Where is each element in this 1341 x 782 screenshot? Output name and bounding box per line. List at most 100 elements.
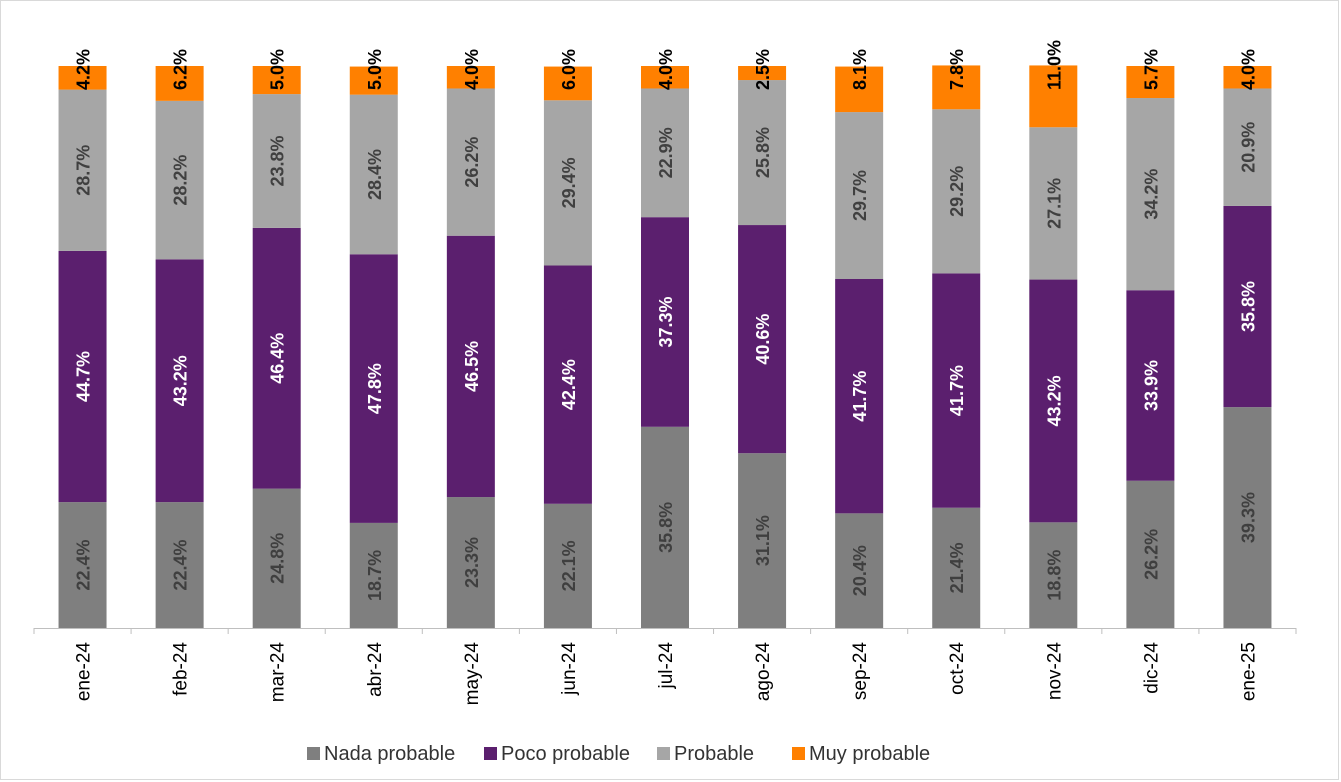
- data-label-poco-probable-ago-24: 40.6%: [753, 314, 773, 365]
- data-label-nada-probable-may-24: 23.3%: [462, 537, 482, 588]
- data-label-probable-oct-24: 29.2%: [947, 166, 967, 217]
- bar-segment-muy-probable-dic-24: [1126, 66, 1175, 99]
- data-label-probable-feb-24: 28.2%: [171, 155, 191, 206]
- data-label-nada-probable-oct-24: 21.4%: [947, 542, 967, 593]
- bar-segment-nada-probable-sep-24: [835, 513, 884, 628]
- bar-segment-muy-probable-oct-24: [932, 65, 981, 110]
- x-tick-label-ene-25: ene-25: [1238, 642, 1259, 701]
- data-label-muy-probable-dic-24: 5.7%: [1141, 49, 1161, 90]
- bar-segment-probable-feb-24: [155, 100, 204, 260]
- bar-segment-muy-probable-sep-24: [835, 66, 884, 113]
- data-label-muy-probable-ene-24: 4.2%: [74, 49, 94, 90]
- x-tick-label-feb-24: feb-24: [171, 642, 192, 696]
- data-label-poco-probable-oct-24: 41.7%: [947, 365, 967, 416]
- data-label-poco-probable-feb-24: 43.2%: [171, 355, 191, 406]
- bars-layer: 22.4% 44.7% 28.7% 4.2% 22.4% 43.2% 28.2% 6.2% 24…: [58, 40, 1272, 628]
- bar-segment-poco-probable-ene-24: [58, 250, 107, 503]
- bar-segment-poco-probable-dic-24: [1126, 290, 1175, 481]
- data-label-nada-probable-abr-24: 18.7%: [365, 550, 385, 601]
- data-label-nada-probable-mar-24: 24.8%: [268, 533, 288, 584]
- bar-segment-poco-probable-jul-24: [641, 217, 689, 427]
- bar-segment-probable-jun-24: [543, 100, 592, 266]
- bar-segment-nada-probable-ene-25: [1223, 407, 1272, 628]
- data-label-poco-probable-ene-24: 44.7%: [74, 351, 94, 402]
- bar-segment-nada-probable-mar-24: [252, 488, 301, 628]
- bar-segment-muy-probable-abr-24: [349, 66, 398, 95]
- bar-segment-nada-probable-jul-24: [641, 426, 689, 628]
- bar-segment-nada-probable-may-24: [446, 497, 495, 628]
- bar-segment-poco-probable-oct-24: [932, 273, 981, 508]
- bar-segment-probable-ene-25: [1223, 88, 1272, 206]
- data-label-muy-probable-feb-24: 6.2%: [171, 49, 191, 90]
- data-label-nada-probable-sep-24: 20.4%: [850, 545, 870, 596]
- bar-segment-muy-probable-nov-24: [1029, 65, 1078, 128]
- data-label-poco-probable-jul-24: 37.3%: [656, 296, 676, 347]
- data-label-muy-probable-sep-24: 8.1%: [850, 49, 870, 90]
- bar-segment-muy-probable-ene-24: [58, 66, 107, 90]
- bar-segment-nada-probable-feb-24: [155, 502, 204, 628]
- data-label-probable-ago-24: 25.8%: [753, 127, 773, 178]
- data-label-muy-probable-nov-24: 11.0%: [1044, 40, 1064, 90]
- data-label-nada-probable-jul-24: 35.8%: [656, 502, 676, 553]
- x-tick-label-dic-24: dic-24: [1141, 642, 1162, 694]
- data-label-poco-probable-may-24: 46.5%: [462, 341, 482, 392]
- legend-swatch-probable: [657, 747, 670, 760]
- data-label-poco-probable-abr-24: 47.8%: [365, 363, 385, 414]
- x-tick-label-jun-24: jun-24: [559, 642, 580, 696]
- data-label-muy-probable-jun-24: 6.0%: [559, 49, 579, 90]
- data-label-nada-probable-jun-24: 22.1%: [559, 540, 579, 591]
- x-tick-label-ene-24: ene-24: [74, 642, 95, 702]
- data-label-poco-probable-ene-25: 35.8%: [1238, 281, 1258, 332]
- data-label-muy-probable-ene-25: 4.0%: [1238, 49, 1258, 90]
- data-label-muy-probable-oct-24: 7.8%: [947, 49, 967, 90]
- x-axis: ene-24 feb-24 mar-24 abr-24 may-24 jun-24 jul-…: [33, 628, 1297, 706]
- data-label-nada-probable-ago-24: 31.1%: [753, 515, 773, 566]
- bar-segment-nada-probable-ago-24: [738, 453, 787, 628]
- bar-segment-poco-probable-ene-25: [1223, 205, 1272, 408]
- bar-segment-muy-probable-jun-24: [543, 66, 592, 101]
- data-label-poco-probable-dic-24: 33.9%: [1141, 360, 1161, 411]
- bar-segment-nada-probable-nov-24: [1029, 522, 1078, 628]
- bar-segment-probable-ago-24: [738, 80, 787, 226]
- bar-segment-muy-probable-jul-24: [641, 66, 689, 89]
- legend-swatch-poco-probable: [484, 747, 497, 760]
- bar-segment-muy-probable-mar-24: [252, 66, 301, 95]
- x-tick-label-nov-24: nov-24: [1044, 642, 1065, 701]
- bar-segment-muy-probable-ene-25: [1223, 66, 1272, 89]
- legend-swatch-muy-probable: [792, 747, 805, 760]
- data-label-poco-probable-mar-24: 46.4%: [268, 333, 288, 384]
- bar-segment-poco-probable-sep-24: [835, 278, 884, 514]
- bar-segment-muy-probable-feb-24: [155, 66, 204, 101]
- x-tick-label-abr-24: abr-24: [365, 642, 386, 697]
- data-label-probable-dic-24: 34.2%: [1141, 169, 1161, 220]
- legend-label-poco-probable: Poco probable: [501, 743, 630, 765]
- legend-label-nada-probable: Nada probable: [324, 743, 455, 765]
- data-label-probable-sep-24: 29.7%: [850, 170, 870, 221]
- bar-segment-nada-probable-jun-24: [543, 503, 592, 628]
- data-label-probable-jul-24: 22.9%: [656, 127, 676, 178]
- bar-segment-probable-dic-24: [1126, 98, 1175, 291]
- bar-segment-poco-probable-mar-24: [252, 227, 301, 489]
- legend-label-muy-probable: Muy probable: [809, 743, 930, 765]
- x-tick-label-may-24: may-24: [462, 642, 483, 706]
- bar-segment-poco-probable-ago-24: [738, 225, 787, 454]
- legend-swatch-nada-probable: [307, 747, 320, 760]
- bar-segment-muy-probable-may-24: [446, 66, 495, 89]
- bar-segment-probable-ene-24: [58, 89, 107, 251]
- data-label-nada-probable-ene-24: 22.4%: [74, 540, 94, 591]
- data-label-probable-mar-24: 23.8%: [268, 135, 288, 186]
- bar-segment-poco-probable-nov-24: [1029, 279, 1078, 523]
- data-label-muy-probable-jul-24: 4.0%: [656, 49, 676, 90]
- data-label-muy-probable-mar-24: 5.0%: [268, 49, 288, 90]
- bar-segment-poco-probable-feb-24: [155, 259, 204, 503]
- data-label-muy-probable-may-24: 4.0%: [462, 49, 482, 90]
- data-label-probable-abr-24: 28.4%: [365, 149, 385, 200]
- bar-segment-nada-probable-ene-24: [58, 502, 107, 628]
- x-tick-label-sep-24: sep-24: [850, 642, 871, 701]
- bar-segment-muy-probable-ago-24: [738, 66, 787, 81]
- legend-label-probable: Probable: [674, 743, 754, 765]
- x-tick-label-ago-24: ago-24: [753, 642, 774, 702]
- x-tick-label-mar-24: mar-24: [268, 642, 289, 703]
- bar-segment-poco-probable-abr-24: [349, 254, 398, 523]
